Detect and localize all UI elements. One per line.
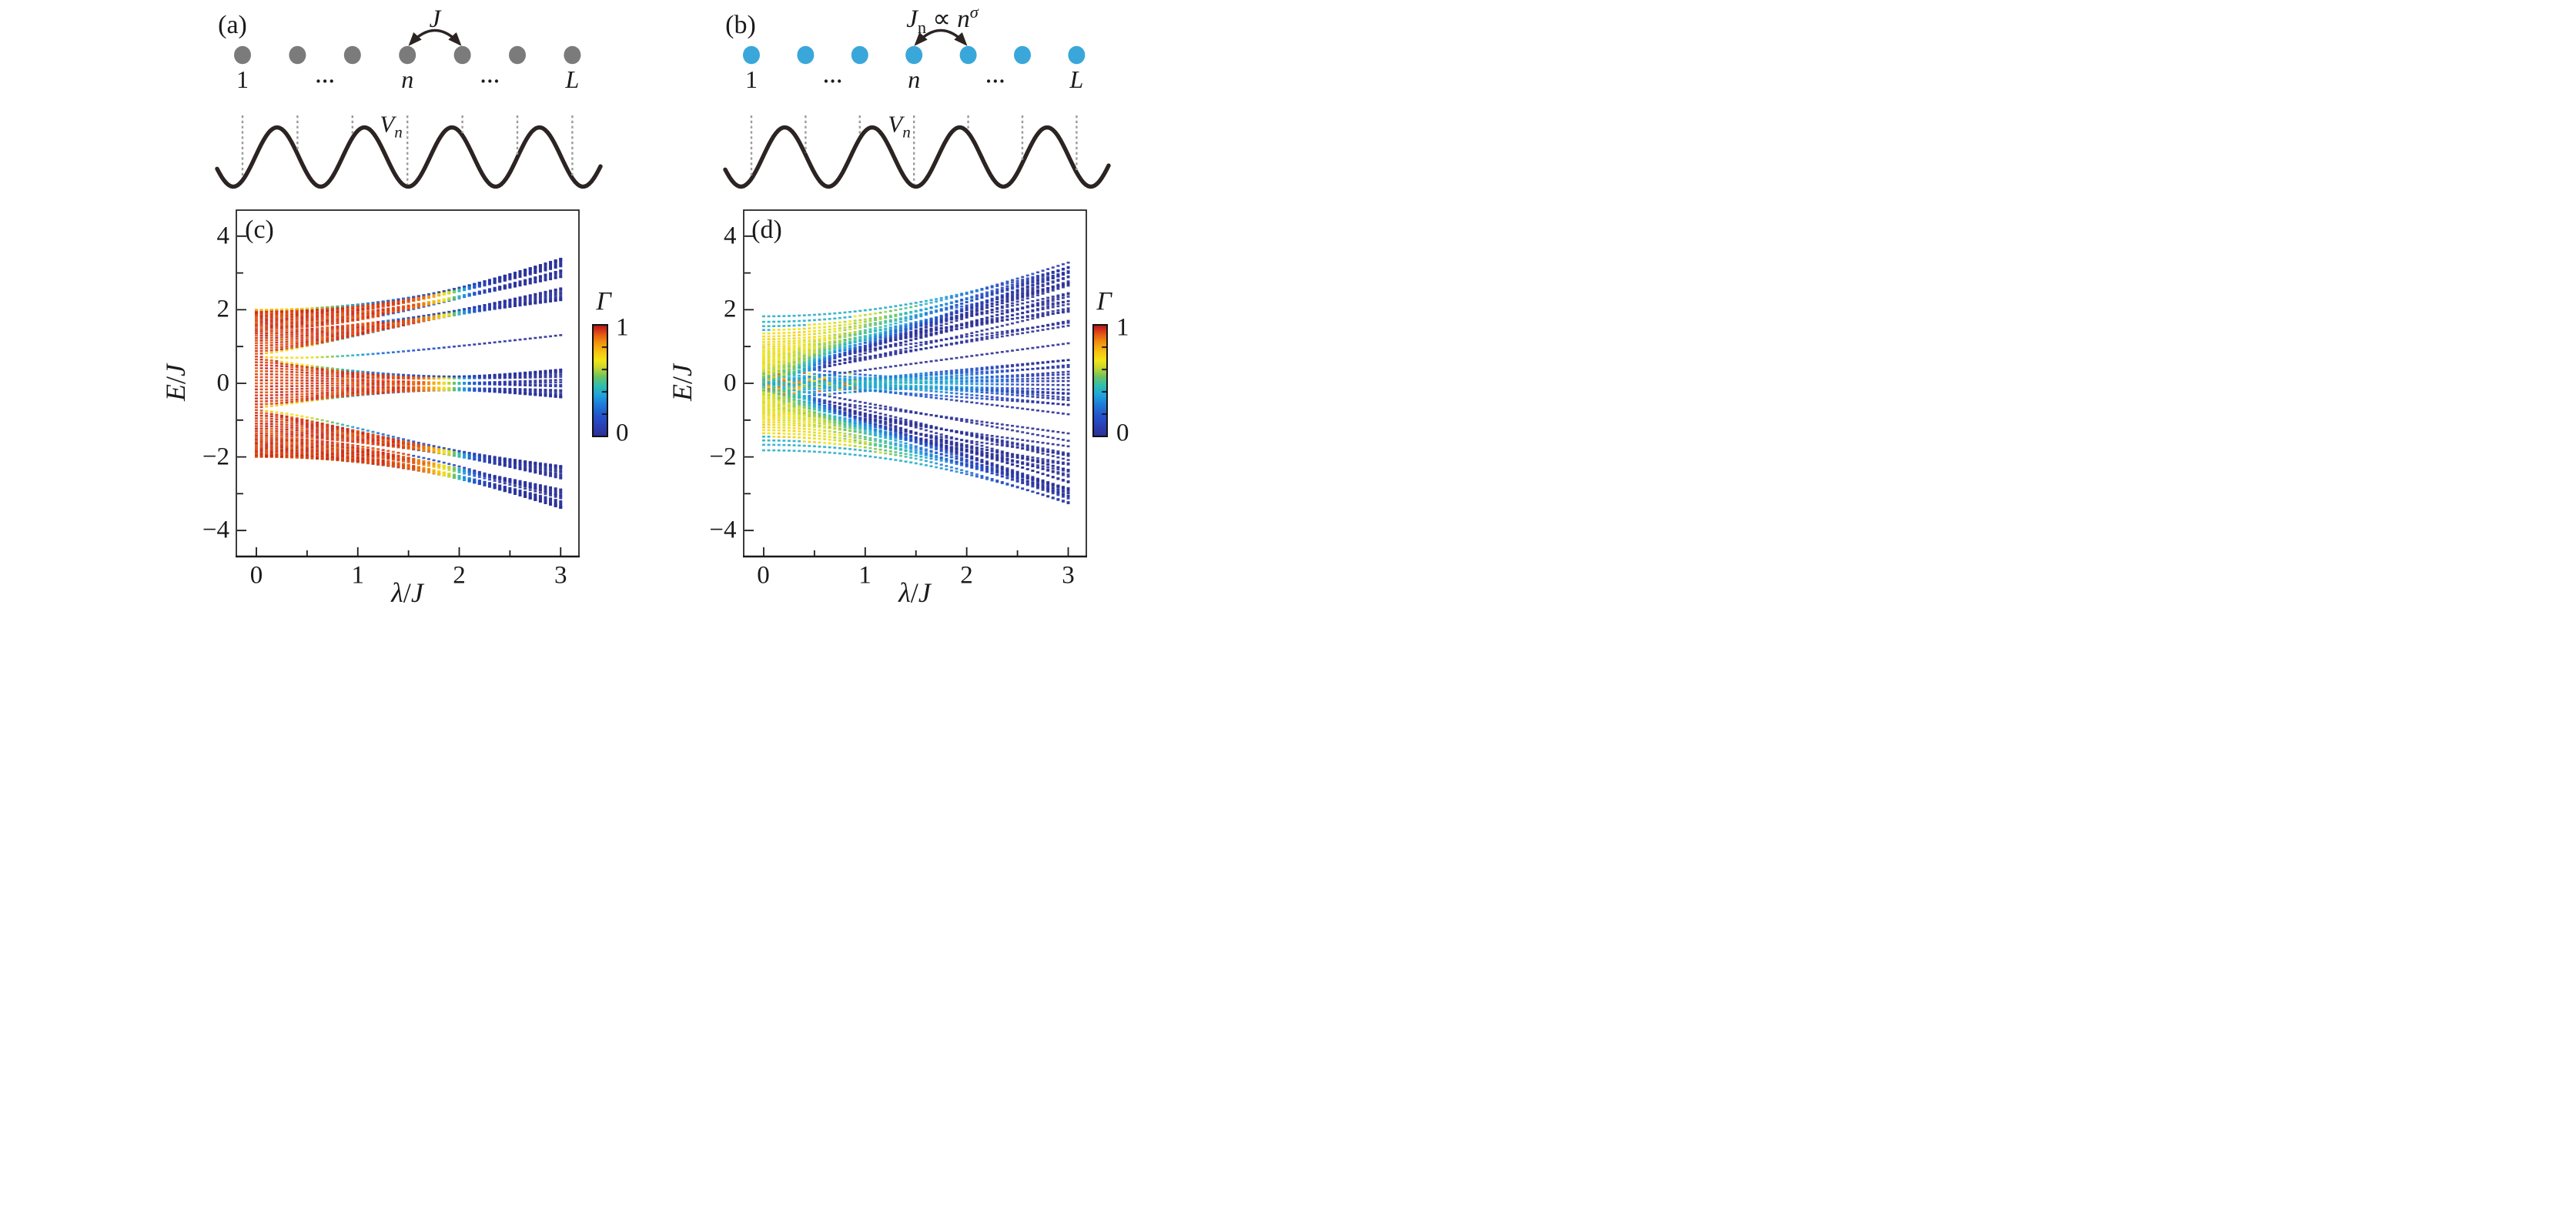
colorbar-max-label-c: 1 xyxy=(616,313,629,342)
y-tick-label: 0 xyxy=(724,369,737,397)
y-tick-label: 0 xyxy=(216,369,230,397)
x-tick-label: 0 xyxy=(757,561,770,590)
site-index-label: ··· xyxy=(823,70,843,92)
site-index-label: L xyxy=(1069,65,1084,93)
lattice-site xyxy=(399,45,417,65)
coupling-arrow xyxy=(408,28,462,46)
potential-label-b: Vn xyxy=(888,110,911,142)
lattice-site xyxy=(905,45,923,65)
lattice-site xyxy=(797,45,815,65)
lattice-site xyxy=(1068,45,1086,65)
y-axis-label-d: E/J xyxy=(667,364,698,401)
x-tick-label: 1 xyxy=(351,561,365,590)
panel-d-label: (d) xyxy=(751,216,782,244)
x-tick-label: 1 xyxy=(858,561,871,590)
coupling-label-a: J xyxy=(429,5,441,34)
panel-c-label: (c) xyxy=(245,216,274,244)
figure: 1 ··· n ··· L 1 ··· n ··· L (a) (b) J Jn ∝ nσ Vn … xyxy=(0,0,1288,610)
y-tick-label: 2 xyxy=(724,295,737,323)
lattice-site xyxy=(564,45,581,65)
potential-curve xyxy=(215,125,603,189)
y-tick-label: 4 xyxy=(216,222,230,250)
lattice-site xyxy=(851,45,868,65)
site-index-label: 1 xyxy=(745,65,758,93)
y-axis-label-c: E/J xyxy=(160,364,191,401)
lattice-site xyxy=(453,45,471,65)
y-tick-label: −4 xyxy=(202,516,229,544)
site-index-label: n xyxy=(908,65,920,93)
site-index-label: n xyxy=(401,65,413,93)
x-tick-label: 3 xyxy=(554,561,567,590)
coupling-label-b: Jn ∝ nσ xyxy=(906,2,979,37)
potential-curve xyxy=(723,125,1111,189)
potential-label-a: Vn xyxy=(380,110,403,142)
lattice-site xyxy=(743,45,760,65)
x-tick-label: 3 xyxy=(1062,561,1075,590)
y-tick-label: 4 xyxy=(724,222,737,250)
colorbar-min-label-d: 0 xyxy=(1116,419,1129,447)
site-index-label: ··· xyxy=(480,70,500,92)
coupling-arrow xyxy=(914,28,968,46)
x-tick-label: 2 xyxy=(453,561,466,590)
colorbar-title-c: Γ xyxy=(596,287,611,316)
lattice-diagrams: 1 ··· n ··· L 1 ··· n ··· L xyxy=(215,28,1111,189)
x-tick-label: 2 xyxy=(960,561,973,590)
x-axis-label-c: λ/J xyxy=(391,577,423,608)
site-index-label: ··· xyxy=(985,70,1005,92)
y-tick-label: −2 xyxy=(709,443,737,471)
lattice-site xyxy=(1014,45,1031,65)
site-index-label: 1 xyxy=(236,65,249,93)
lattice-site xyxy=(234,45,251,65)
site-index-label: ··· xyxy=(315,70,335,92)
colorbar-c xyxy=(592,324,608,437)
lattice-site xyxy=(959,45,977,65)
panel-b-label: (b) xyxy=(725,11,756,39)
spectrum-plot-c xyxy=(234,208,581,559)
colorbar-max-label-d: 1 xyxy=(1116,313,1129,342)
y-tick-label: 2 xyxy=(216,295,230,323)
lattice-site xyxy=(289,45,306,65)
x-axis-label-d: λ/J xyxy=(898,577,931,608)
lattice-site xyxy=(343,45,361,65)
panel-a-label: (a) xyxy=(218,11,247,39)
colorbar-d xyxy=(1092,324,1108,437)
site-index-label: L xyxy=(565,65,580,93)
colorbar-min-label-c: 0 xyxy=(616,419,629,447)
lattice-site xyxy=(509,45,526,65)
y-tick-label: −4 xyxy=(709,516,737,544)
colorbar-title-d: Γ xyxy=(1096,287,1112,316)
y-tick-label: −2 xyxy=(202,443,229,471)
x-tick-label: 0 xyxy=(249,561,263,590)
spectrum-plot-d xyxy=(741,208,1089,559)
